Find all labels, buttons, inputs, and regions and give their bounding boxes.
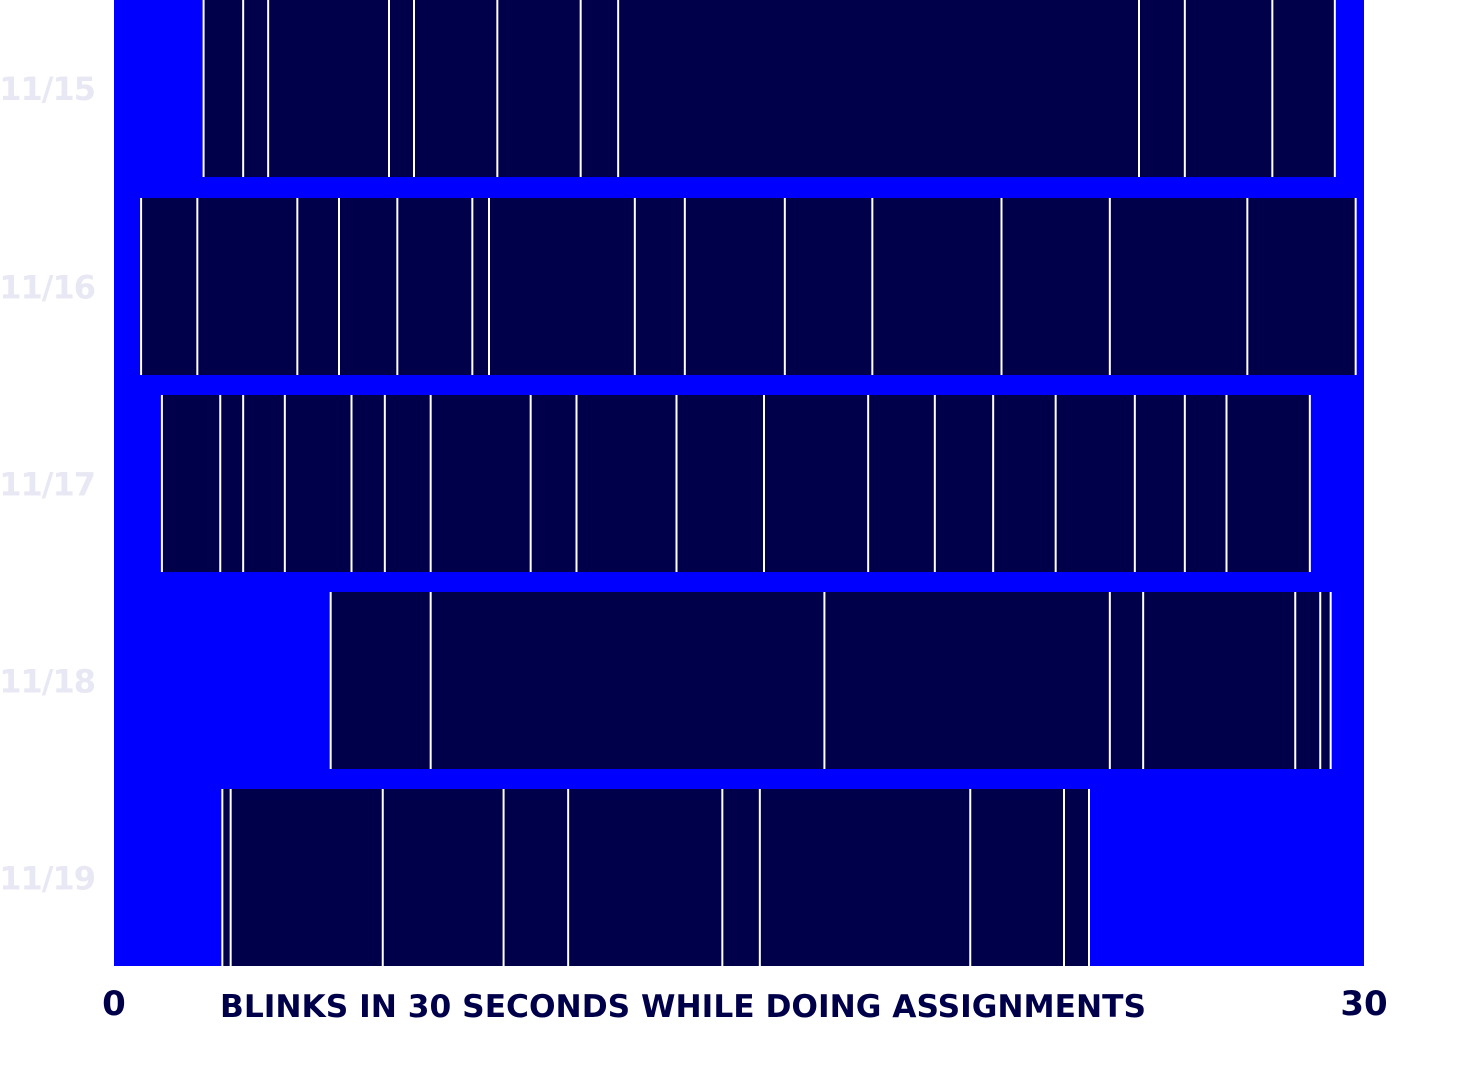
bar-row-11-15: [202, 0, 1336, 177]
row-label: 11/19: [0, 860, 95, 898]
bar-rows: [140, 0, 1357, 966]
bar-row-11-16: [140, 198, 1357, 375]
bar-row-11-17: [160, 395, 1311, 572]
bar-row-11-18: [329, 592, 1332, 769]
row-label: 11/15: [0, 70, 95, 108]
row-label: 11/18: [0, 663, 95, 701]
bar-11-16: [141, 198, 1356, 375]
bar-11-18: [330, 592, 1331, 769]
bar-11-15: [203, 0, 1335, 177]
bar-11-17: [161, 395, 1310, 572]
row-labels: 11/15 11/16 11/17 11/18 11/19: [0, 70, 96, 898]
x-axis-min-tick-label: 0: [102, 984, 126, 1024]
row-label: 11/16: [0, 269, 95, 307]
row-label: 11/17: [0, 466, 95, 504]
x-axis-title: BLINKS IN 30 SECONDS WHILE DOING ASSIGNM…: [220, 989, 1146, 1025]
bar-11-19: [222, 789, 1090, 966]
x-axis-max-tick-label: 30: [1340, 984, 1387, 1024]
bar-row-11-19: [221, 789, 1090, 966]
